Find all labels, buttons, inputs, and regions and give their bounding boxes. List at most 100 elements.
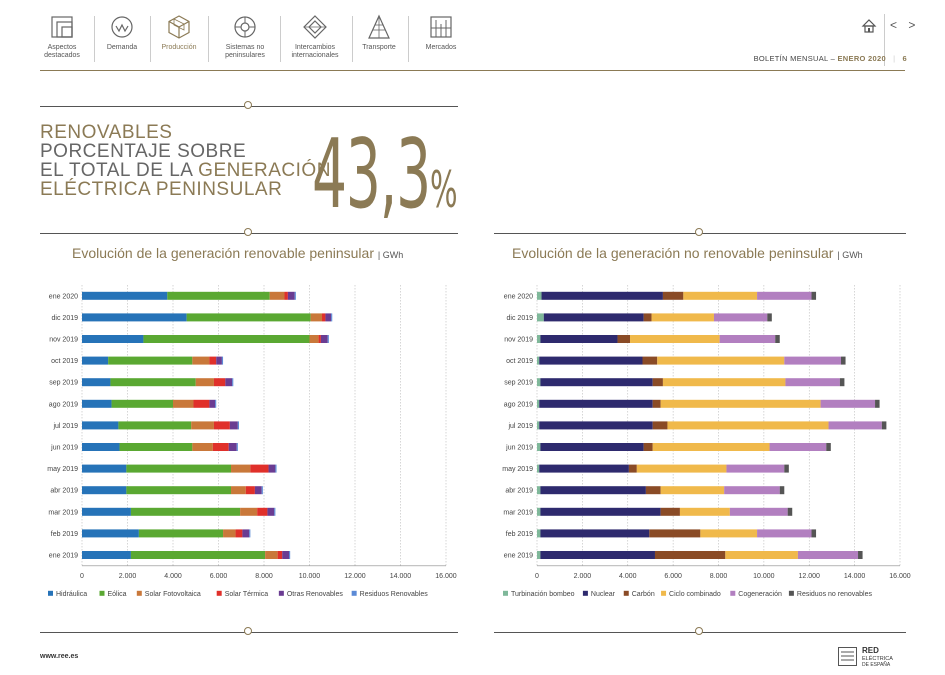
top-navigation: Aspectos destacados Demanda Producción S… <box>0 0 945 72</box>
legend-label: Eólica <box>108 591 127 598</box>
x-tick-label: 2.000 <box>574 573 592 580</box>
legend-swatch <box>278 590 284 596</box>
bar-segment <box>725 551 798 559</box>
bar-segment <box>245 486 255 495</box>
headline-line3b: GENERACIÓN <box>198 160 331 181</box>
legend-label: Cogeneración <box>738 591 782 598</box>
bar-segment <box>126 486 232 495</box>
nav-label: Transporte <box>362 44 396 51</box>
bar-segment <box>287 291 295 300</box>
category-label: mar 2019 <box>48 509 78 516</box>
legend-swatch <box>582 590 588 596</box>
legend-swatch <box>503 590 508 596</box>
bar-segment <box>539 421 653 430</box>
nav-item-mercados[interactable]: Mercados <box>418 14 464 52</box>
bar-segment <box>537 529 541 538</box>
bar-segment <box>652 443 770 451</box>
bar-segment <box>537 464 540 473</box>
nav-label: Demanda <box>106 44 138 51</box>
bar-segment <box>787 507 793 516</box>
bar-segment <box>240 507 258 516</box>
bar-segment <box>82 378 111 387</box>
renewables-percentage: 43,3% <box>312 128 458 238</box>
bar-segment <box>726 464 785 473</box>
category-label: may 2019 <box>502 466 533 473</box>
legend-swatch <box>788 590 794 596</box>
category-label: feb 2019 <box>51 531 78 538</box>
percentage-value: 43,3 <box>312 120 431 230</box>
chart-unit: GWh <box>382 250 404 260</box>
bar-segment <box>757 529 812 538</box>
bar-segment <box>82 399 112 408</box>
bar-segment <box>820 399 876 408</box>
ree-logo: RED ELÉCTRICA DE ESPAÑA <box>838 646 893 668</box>
bar-segment <box>322 313 326 322</box>
nav-label: Sistemas no <box>225 44 265 51</box>
category-label: abr 2019 <box>50 488 78 495</box>
bar-segment <box>662 378 786 387</box>
bar-segment <box>769 443 827 451</box>
bar-segment <box>539 399 653 408</box>
bar-segment <box>540 335 618 343</box>
bar-segment <box>811 529 817 538</box>
category-label: oct 2019 <box>506 358 533 365</box>
prev-next-arrows[interactable]: < > <box>890 18 920 32</box>
bar-segment <box>537 551 541 559</box>
nav-label: internacionales <box>291 52 339 59</box>
bar-segment <box>724 486 780 495</box>
percentage-sign: % <box>430 161 458 219</box>
legend-label: Turbinación bombeo <box>511 591 575 598</box>
nav-item-produccion[interactable]: Producción <box>156 14 202 52</box>
bar-segment <box>257 507 268 516</box>
x-tick-label: 4.000 <box>619 573 637 580</box>
bar-segment <box>654 551 726 559</box>
bar-segment <box>713 313 768 322</box>
headline-line1: RENOVABLES <box>40 122 173 143</box>
bar-segment <box>254 486 262 495</box>
bar-segment <box>785 378 840 387</box>
legend-label: Residuos no renovables <box>797 591 873 598</box>
legend-swatch <box>48 590 53 596</box>
bar-segment <box>275 464 277 473</box>
bar-segment <box>617 335 631 343</box>
bar-segment <box>277 551 283 559</box>
bar-segment <box>875 399 880 408</box>
nav-item-intercambios-internacionales[interactable]: Intercambios internacionales <box>286 14 344 60</box>
bar-segment <box>228 443 237 451</box>
divider-knob <box>244 228 252 236</box>
category-label: ago 2019 <box>49 401 78 408</box>
legend-swatch <box>351 590 357 596</box>
nav-item-sistemas-no-peninsulares[interactable]: Sistemas no peninsulares <box>218 14 272 60</box>
bar-segment <box>652 421 668 430</box>
transmission-tower-icon <box>368 14 390 39</box>
bar-segment <box>237 421 239 430</box>
bar-segment <box>231 486 246 495</box>
category-label: mar 2019 <box>503 509 533 516</box>
bar-segment <box>537 399 540 408</box>
nav-item-aspectos-destacados[interactable]: Aspectos destacados <box>40 14 84 60</box>
bar-segment <box>242 529 250 538</box>
category-label: nov 2019 <box>504 337 533 344</box>
bar-segment <box>649 529 701 538</box>
headline-line4: ELÉCTRICA PENINSULAR <box>40 179 283 200</box>
bar-segment <box>784 356 842 365</box>
nav-item-demanda[interactable]: Demanda <box>100 14 144 52</box>
nav-item-transporte[interactable]: Transporte <box>358 14 400 52</box>
bar-segment <box>130 507 241 516</box>
bar-segment <box>652 378 663 387</box>
bar-segment <box>729 507 788 516</box>
nav-label: destacados <box>44 52 80 59</box>
bar-segment <box>318 335 321 343</box>
home-icon[interactable] <box>861 18 877 34</box>
category-label: oct 2019 <box>51 358 78 365</box>
footer-url[interactable]: www.ree.es <box>40 653 79 660</box>
bar-segment <box>651 313 714 322</box>
bar-segment <box>839 378 845 387</box>
bar-segment <box>269 291 285 300</box>
bar-segment <box>643 313 652 322</box>
x-tick-label: 6.000 <box>664 573 682 580</box>
category-label: ene 2019 <box>49 553 78 560</box>
bar-segment <box>320 335 328 343</box>
nav-label: Producción <box>161 44 197 51</box>
bar-segment <box>784 464 789 473</box>
